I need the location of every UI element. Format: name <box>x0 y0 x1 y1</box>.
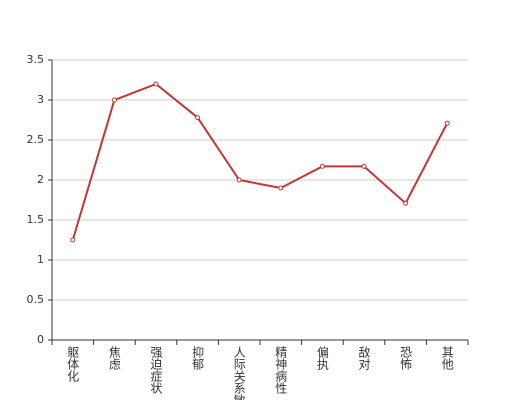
y-tick-label: 2.5 <box>27 133 45 146</box>
x-tick-label: 躯体化 <box>66 345 80 383</box>
x-tick-label: 抑郁 <box>191 345 205 371</box>
point <box>319 163 325 169</box>
x-tick-label: 敌对 <box>357 345 371 370</box>
point <box>361 163 367 169</box>
y-tick-label: 2 <box>37 173 44 186</box>
point <box>153 81 159 87</box>
y-tick-label: 1 <box>37 253 44 266</box>
y-tick-label: 0 <box>37 333 44 346</box>
y-tick-label: 0.5 <box>27 293 45 306</box>
x-tick-label: 强迫症状 <box>149 346 163 394</box>
x-tick-label: 人际关系敏感 <box>232 346 246 400</box>
x-tick-label: 其他 <box>440 346 454 370</box>
y-tick-label: 3.5 <box>27 53 45 66</box>
point <box>278 185 284 191</box>
x-tick-label: 恐怖 <box>399 346 413 370</box>
x-tick-label: 焦虑 <box>107 346 121 370</box>
point <box>444 120 450 126</box>
y-tick-label: 3 <box>37 93 44 106</box>
x-tick-label: 精神病性 <box>274 346 288 395</box>
x-tick-label: 偏执 <box>315 345 329 371</box>
point <box>70 237 76 243</box>
point <box>195 115 201 121</box>
line <box>71 82 449 241</box>
point <box>236 177 242 183</box>
y-tick-label: 1.5 <box>27 213 45 226</box>
point <box>111 97 117 103</box>
point <box>403 200 409 206</box>
